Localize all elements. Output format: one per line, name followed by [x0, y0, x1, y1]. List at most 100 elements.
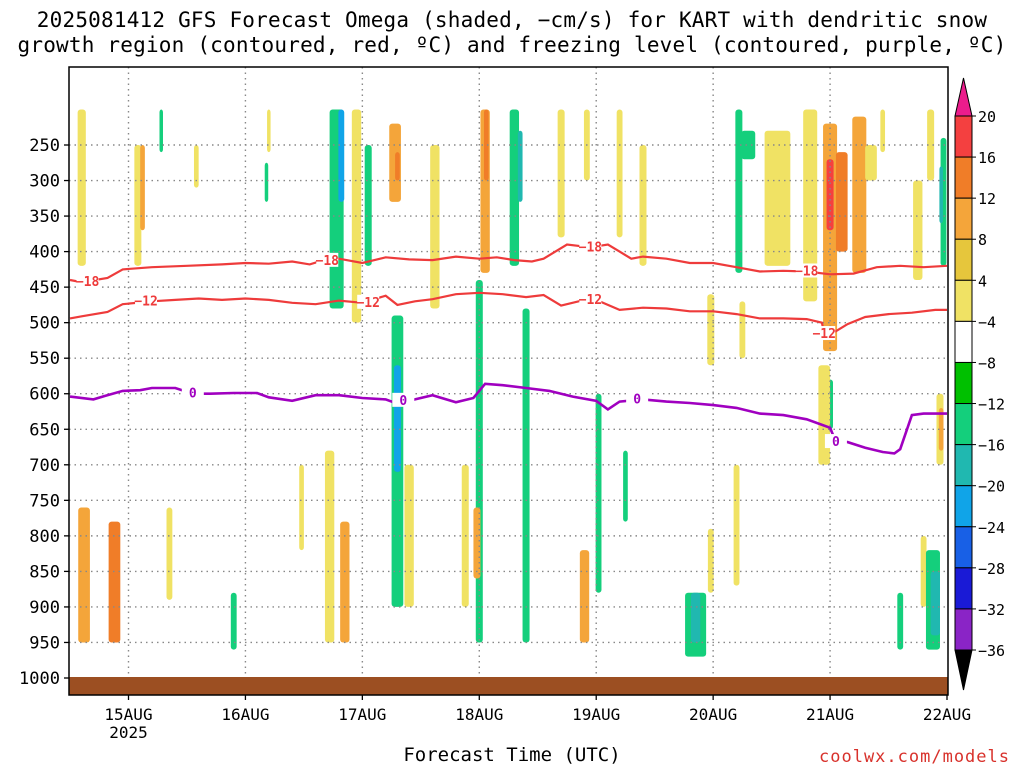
omega-cell	[623, 451, 628, 522]
omega-cell	[340, 522, 349, 643]
y-tick-label: 250	[29, 136, 60, 156]
colorbar-label: −16	[978, 437, 1005, 455]
ground-surface	[69, 677, 948, 695]
contour-label: −18	[579, 240, 603, 255]
colorbar-swatch	[955, 198, 972, 239]
colorbar-label: −28	[978, 560, 1005, 578]
colorbar-swatch	[955, 486, 972, 527]
colorbar-label: 8	[978, 231, 987, 249]
colorbar: 20161284−4−8−12−16−20−24−28−32−36	[955, 78, 1005, 690]
omega-cell	[78, 109, 86, 265]
omega-cell	[159, 109, 163, 152]
contour-lines: −18 −18 −18 −18 −12 −12 −12 −12 0 0 0 0	[70, 239, 947, 453]
credit-link[interactable]: coolwx.com/models	[819, 747, 1010, 767]
omega-cell	[913, 181, 922, 280]
omega-cell	[823, 124, 837, 351]
omega-cell	[739, 301, 745, 358]
contour-label: 0	[832, 435, 840, 450]
x-tick-label: 17AUG	[338, 705, 386, 724]
contour-label: −12	[812, 327, 835, 342]
contour-label: 0	[189, 387, 197, 402]
omega-cell	[580, 550, 589, 642]
omega-cell	[352, 109, 361, 322]
y-tick-label: 450	[29, 278, 60, 298]
colorbar-bottom-arrow	[955, 650, 972, 690]
contour-label: −12	[134, 294, 157, 309]
colorbar-swatch	[955, 527, 972, 568]
colorbar-swatch	[955, 321, 972, 362]
omega-cell	[836, 152, 848, 251]
omega-cell	[140, 145, 145, 230]
y-tick-label: 900	[29, 598, 60, 618]
colorbar-swatch	[955, 157, 972, 198]
x-tick-label: 18AUG	[455, 705, 503, 724]
colorbar-swatch	[955, 362, 972, 403]
colorbar-label: −36	[978, 642, 1005, 660]
colorbar-swatch	[955, 609, 972, 650]
omega-cell	[78, 507, 90, 642]
omega-cell	[741, 131, 755, 159]
y-tick-label: 500	[29, 314, 60, 334]
contour-label: −12	[356, 296, 379, 311]
omega-cell	[518, 131, 523, 202]
omega-shading	[78, 109, 947, 656]
y-tick-label: 650	[29, 420, 60, 440]
omega-cell	[939, 166, 943, 223]
y-tick-label: 600	[29, 385, 60, 405]
y-tick-label: 400	[29, 243, 60, 263]
colorbar-label: 4	[978, 272, 987, 290]
colorbar-swatch	[955, 404, 972, 445]
omega-cell	[338, 109, 344, 201]
y-tick-label: 950	[29, 633, 60, 653]
colorbar-label: −4	[978, 313, 996, 331]
colorbar-swatch	[955, 568, 972, 609]
colorbar-label: 16	[978, 149, 996, 167]
omega-cell	[734, 465, 740, 586]
omega-cell	[325, 451, 334, 643]
omega-cell	[818, 365, 830, 464]
y-axis-ticks: 250 300 350 400 450 500 550 600 650 700 750 800 850 9…	[19, 136, 69, 689]
y-tick-label: 750	[29, 491, 60, 511]
contour-label: −12	[579, 293, 602, 308]
y-tick-label: 700	[29, 456, 60, 476]
x-year-label: 2025	[109, 723, 148, 742]
colorbar-swatch	[955, 445, 972, 486]
omega-cell	[231, 593, 237, 650]
y-tick-label: 300	[29, 172, 60, 192]
omega-cell	[299, 465, 304, 550]
omega-cell	[897, 593, 903, 650]
y-tick-label: 350	[29, 207, 60, 227]
omega-cell	[931, 571, 940, 635]
omega-cell	[617, 109, 623, 237]
omega-cell	[765, 131, 791, 266]
omega-cell	[194, 145, 199, 188]
colorbar-swatch	[955, 116, 972, 157]
omega-cell	[265, 163, 269, 202]
omega-cell	[365, 145, 372, 266]
chart-area: −18−18−18−18−12 −12 −12−120 0 00 15AUG 16AUG 1…	[0, 0, 1024, 768]
y-tick-label: 800	[29, 527, 60, 547]
colorbar-swatch	[955, 239, 972, 280]
omega-cell	[476, 280, 483, 642]
contour-label: 0	[633, 392, 641, 407]
colorbar-label: −32	[978, 601, 1005, 619]
y-tick-label: 550	[29, 349, 60, 369]
colorbar-swatch	[955, 280, 972, 321]
omega-cell	[852, 117, 866, 273]
contour-label: −18	[795, 264, 819, 279]
x-tick-label: 20AUG	[689, 705, 737, 724]
colorbar-label: −12	[978, 396, 1005, 414]
x-tick-label: 21AUG	[806, 705, 854, 724]
colorbar-label: −8	[978, 354, 996, 372]
omega-cell	[880, 109, 885, 152]
omega-cell	[167, 507, 173, 599]
omega-cell	[558, 109, 565, 237]
omega-cell	[109, 522, 121, 643]
contour-label: −18	[76, 275, 100, 290]
y-tick-label: 850	[29, 562, 60, 582]
x-tick-label: 16AUG	[221, 705, 269, 724]
omega-cell	[430, 145, 439, 308]
colorbar-label: 12	[978, 190, 996, 208]
omega-cell	[510, 109, 519, 265]
omega-cell	[267, 109, 271, 152]
